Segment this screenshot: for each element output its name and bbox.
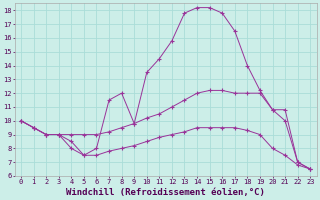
X-axis label: Windchill (Refroidissement éolien,°C): Windchill (Refroidissement éolien,°C): [66, 188, 265, 197]
